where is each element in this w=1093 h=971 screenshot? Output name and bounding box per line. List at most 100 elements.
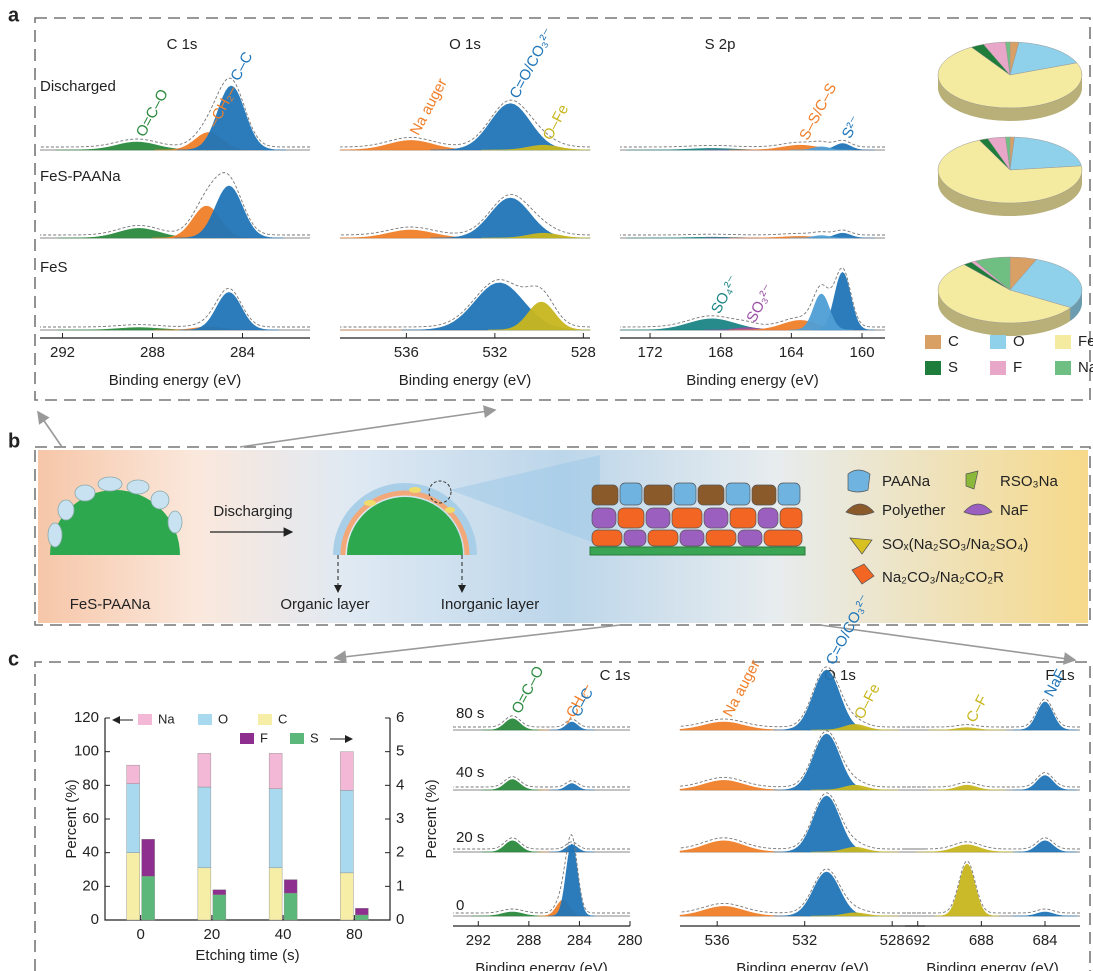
legend-swatch (925, 335, 941, 349)
row-label: Discharged (40, 78, 116, 95)
peak-label: O=C–O (508, 663, 547, 716)
peak (482, 780, 543, 790)
peak-label: C–F (963, 692, 991, 725)
legend-swatch (990, 361, 1006, 375)
x-tick-label: 0 (136, 926, 144, 943)
peak (929, 785, 1005, 790)
peak-label: O=C–O (133, 86, 172, 139)
y2-tick-label: 1 (396, 877, 404, 894)
diagram-legend-label: NaF (1000, 502, 1028, 519)
x-tick-label: 288 (516, 932, 541, 949)
bar (355, 908, 368, 915)
peak (935, 864, 999, 916)
x-tick-label: 532 (792, 932, 817, 949)
legend-label: S (310, 730, 319, 745)
y-tick-label: 100 (74, 743, 99, 760)
peak-label: SO₃²⁻ (743, 281, 777, 325)
legend-label: F (1013, 359, 1022, 376)
legend-swatch (1055, 335, 1071, 349)
x-tick-label: 692 (905, 932, 930, 949)
peak (680, 841, 803, 852)
connector (335, 625, 620, 658)
x-tick-label: 160 (850, 344, 875, 361)
connector (38, 412, 62, 447)
x-tick-label: 164 (779, 344, 804, 361)
diagram-label: FeS-PAANa (70, 596, 151, 613)
x-axis-label: Binding energy (eV) (736, 960, 869, 971)
x-tick-label: 288 (140, 344, 165, 361)
legend-label: C (948, 333, 959, 350)
bar (198, 753, 211, 787)
x-tick-label: 172 (638, 344, 663, 361)
legend-label: Na (158, 711, 175, 726)
x-axis-label: Binding energy (eV) (686, 372, 819, 389)
peak-label: O–Fe (851, 681, 884, 722)
x-tick-label: 292 (50, 344, 75, 361)
x-tick-label: 532 (482, 344, 507, 361)
bar (127, 853, 140, 920)
chart-title: O 1s (449, 36, 481, 53)
pie-slice (1010, 137, 1081, 170)
chart-title: C 1s (600, 667, 631, 684)
peak (549, 844, 595, 916)
x-tick-label: 20 (204, 926, 221, 943)
bar (284, 893, 297, 920)
peak (680, 906, 803, 916)
x-tick-label: 280 (617, 932, 642, 949)
legend-label: O (218, 711, 228, 726)
bar (284, 880, 297, 893)
legend-swatch (198, 714, 212, 725)
y2-tick-label: 3 (396, 810, 404, 827)
envelope (680, 667, 925, 727)
envelope (453, 835, 630, 913)
connector (240, 410, 495, 447)
bar (213, 895, 226, 920)
diagram-legend-label: Na₂CO₃/Na₂CO₂R (882, 569, 1004, 586)
peak-label: Na auger (407, 76, 451, 138)
x-tick-label: 168 (708, 344, 733, 361)
peak (680, 780, 803, 790)
bar (142, 839, 155, 876)
bar (340, 752, 353, 791)
envelope (340, 195, 590, 235)
y-tick-label: 0 (91, 911, 99, 928)
legend-label: F (260, 730, 268, 745)
bar (198, 787, 211, 868)
bar (213, 890, 226, 895)
legend-swatch (240, 733, 254, 744)
legend-label: Fe (1078, 333, 1093, 350)
peak (1013, 841, 1077, 852)
panel-c-frame (35, 662, 1090, 971)
peak (1013, 702, 1077, 730)
peak (774, 796, 879, 852)
x-axis-label: Binding energy (eV) (399, 372, 532, 389)
envelope (680, 731, 925, 787)
diagram-legend-label: RSO₃Na (1000, 473, 1058, 490)
envelope (680, 869, 925, 913)
peak (482, 841, 543, 852)
row-label: 80 s (456, 705, 484, 722)
panel-label: b (8, 430, 20, 452)
bar (340, 790, 353, 872)
diagram-label: Organic layer (280, 596, 369, 613)
legend-swatch (138, 714, 152, 725)
legend-swatch (1055, 361, 1071, 375)
legend-swatch (990, 335, 1006, 349)
x-tick-label: 684 (1032, 932, 1057, 949)
x-tick-label: 536 (705, 932, 730, 949)
peak-label: SO₄²⁻ (708, 273, 742, 317)
bar (269, 789, 282, 868)
peak (916, 845, 1018, 852)
y2-axis-label: Percent (%) (423, 779, 440, 858)
peak (1013, 776, 1077, 790)
row-label: 40 s (456, 764, 484, 781)
x-axis-label: Binding energy (eV) (109, 372, 242, 389)
x-tick-label: 536 (394, 344, 419, 361)
peak (774, 734, 879, 790)
x-tick-label: 284 (567, 932, 592, 949)
row-label: FeS-PAANa (40, 168, 121, 185)
x-tick-label: 528 (880, 932, 905, 949)
y-axis-label: Percent (%) (63, 779, 80, 858)
peak-label: C=O/CO₃²⁻ (506, 25, 557, 101)
peak-label: S–S/C–S (796, 80, 840, 142)
